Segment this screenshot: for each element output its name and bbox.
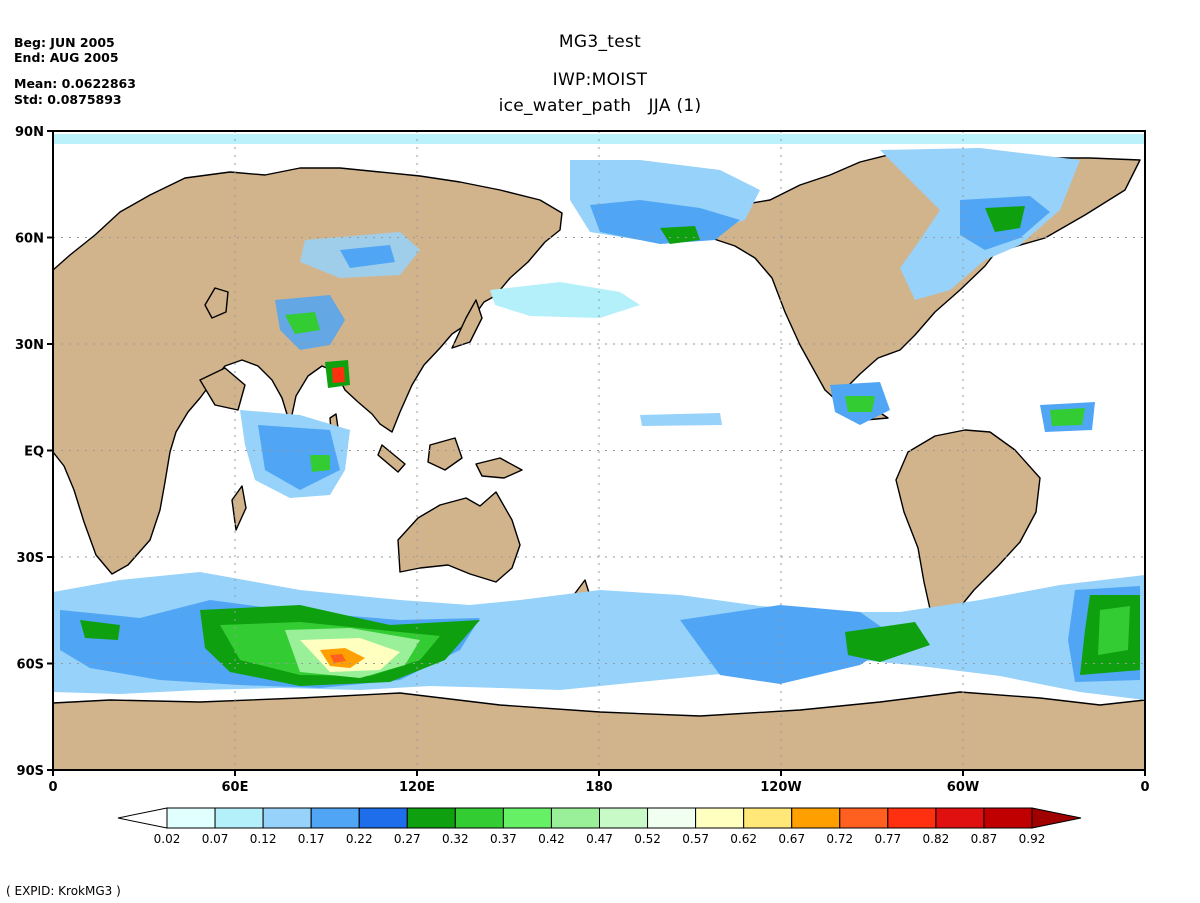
colorbar-box: [647, 807, 697, 829]
std-label: Std: 0.0875893: [14, 92, 122, 107]
iwp-siberia-mid: [340, 245, 395, 268]
land-borneo: [427, 437, 463, 471]
colorbar-label: 0.87: [971, 832, 998, 846]
colorbar-box: [406, 807, 456, 829]
lat-tick-label: 90S: [17, 764, 44, 779]
colorbar-label: 0.57: [682, 832, 709, 846]
colorbar-label: 0.07: [202, 832, 229, 846]
colorbar-label: 0.82: [923, 832, 950, 846]
variable-label: IWP:MOIST: [552, 70, 648, 90]
colorbar-box: [454, 807, 504, 829]
iwp-south-pacific-mid: [680, 605, 900, 684]
colorbar-box: [887, 807, 937, 829]
iwp-indian-tropic-mid: [258, 425, 340, 490]
land-eurasia-africa: [53, 167, 563, 575]
colorbar-box: [791, 807, 841, 829]
land-sumatra: [377, 444, 406, 473]
colorbar-label: 0.42: [538, 832, 565, 846]
iwp-patch-1: [80, 620, 120, 640]
iwp-indian-peak: [330, 654, 346, 663]
colorbar-label: 0.52: [634, 832, 661, 846]
lon-tick-label: 0: [1140, 780, 1149, 795]
iwp-central-america-green: [845, 396, 875, 412]
lon-tick-label: 120E: [399, 780, 435, 795]
expid-footer: ( EXPID: KrokMG3 ): [6, 884, 121, 898]
longitude-axis: 0 60E 120E 180 120W 60W 0: [48, 770, 1150, 795]
colorbar-label: 0.22: [346, 832, 373, 846]
iwp-indian-tropic-green: [310, 455, 330, 472]
lon-tick-label: 60W: [947, 780, 979, 795]
colorbar-label: 0.47: [586, 832, 613, 846]
lon-tick-label: 120W: [760, 780, 801, 795]
colorbar-label: 0.92: [1019, 832, 1046, 846]
land-australia: [397, 491, 521, 583]
colorbar-box: [214, 807, 264, 829]
lat-tick-label: EQ: [24, 445, 44, 460]
colorbar-label: 0.12: [250, 832, 277, 846]
land-new-guinea: [475, 457, 523, 479]
begin-date-label: Beg: JUN 2005: [14, 35, 115, 50]
colorbar-box: [983, 807, 1033, 829]
colorbar-box: [550, 807, 601, 829]
plot-title: MG3_test: [558, 32, 642, 52]
iwp-atlantic-itcz-green: [1050, 408, 1085, 426]
colorbar-box: [310, 807, 360, 829]
lon-tick-label: 0: [48, 780, 57, 795]
colorbar-label: 0.67: [778, 832, 805, 846]
land-uk: [204, 287, 229, 319]
colorbar-box: [599, 807, 649, 829]
colorbar-box: [502, 807, 552, 829]
plot-subtitle: ice_water_path JJA (1): [498, 96, 702, 116]
map-area: [53, 131, 1145, 770]
iwp-pacific-band: [490, 282, 640, 318]
colorbar-box: [743, 807, 793, 829]
colorbar-box: [695, 807, 745, 829]
iwp-south-atlantic-green2: [1098, 606, 1130, 655]
colorbar-box: [935, 807, 985, 829]
colorbar-label: 0.32: [442, 832, 469, 846]
latitude-axis: 90N 60N 30N EQ 30S 60S 90S: [15, 125, 53, 779]
lat-tick-label: 90N: [15, 125, 44, 140]
iwp-tibet-green: [285, 312, 320, 334]
lat-tick-label: 60S: [17, 658, 44, 673]
colorbar-box: [358, 807, 408, 829]
land-madagascar: [231, 485, 247, 531]
graticule: [53, 131, 1145, 770]
iwp-north-atlantic-green: [985, 206, 1025, 232]
iwp-aleutian-green: [660, 226, 700, 244]
iwp-bengal-peak: [332, 367, 345, 383]
colorbar: 0.02 0.07 0.12 0.17 0.22 0.27 0.32 0.37 0.42 0.47…: [117, 807, 1082, 846]
colorbar-over-triangle: [1031, 807, 1082, 829]
iwp-north-pacific-mid: [590, 200, 740, 244]
colorbar-box: [262, 807, 312, 829]
colorbar-label: 0.17: [298, 832, 325, 846]
lat-tick-label: 30S: [17, 551, 44, 566]
end-date-label: End: AUG 2005: [14, 50, 119, 65]
colorbar-box: [166, 807, 216, 829]
colorbar-label: 0.72: [826, 832, 853, 846]
mean-label: Mean: 0.0622863: [14, 76, 136, 91]
colorbar-label: 0.77: [874, 832, 901, 846]
colorbar-label: 0.62: [730, 832, 757, 846]
lat-tick-label: 30N: [15, 338, 44, 353]
iwp-cape-horn-green: [845, 622, 930, 662]
colorbar-box: [839, 807, 889, 829]
colorbar-label: 0.02: [154, 832, 181, 846]
land-japan: [451, 299, 483, 349]
colorbar-label: 0.27: [394, 832, 421, 846]
lon-tick-label: 180: [585, 780, 612, 795]
land-arabia: [199, 367, 246, 411]
land-south-america: [895, 429, 1041, 633]
lat-tick-label: 60N: [15, 232, 44, 247]
iwp-pacific-itcz: [640, 413, 722, 426]
colorbar-under-triangle: [117, 807, 168, 829]
lon-tick-label: 60E: [222, 780, 249, 795]
colorbar-label: 0.37: [490, 832, 517, 846]
